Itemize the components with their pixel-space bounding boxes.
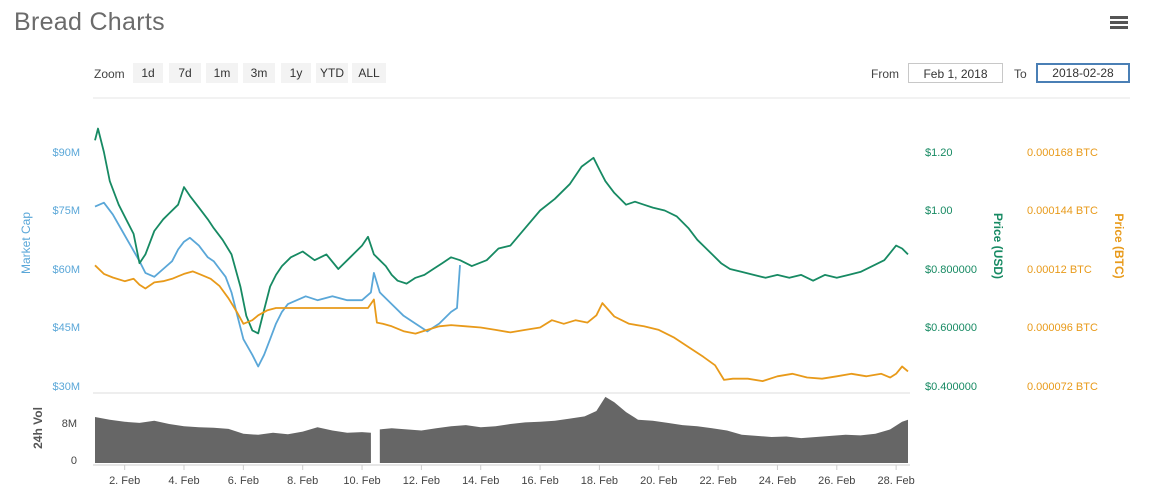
price-btc-tick: 0.000096 BTC — [1027, 322, 1098, 334]
market-cap-tick: $75M — [52, 205, 80, 217]
from-label: From — [871, 67, 899, 81]
x-axis-tick-label: 24. Feb — [759, 475, 796, 487]
market-cap-tick: $90M — [52, 147, 80, 159]
volume-area — [95, 417, 371, 463]
x-axis-tick-label: 12. Feb — [403, 475, 440, 487]
x-axis-tick-label: 6. Feb — [228, 475, 259, 487]
zoom-1m-button[interactable]: 1m — [206, 63, 238, 83]
price-btc-tick: 0.000144 BTC — [1027, 205, 1098, 217]
volume-area — [379, 396, 908, 463]
market-cap-tick: $30M — [52, 381, 80, 393]
price-usd-tick: $0.600000 — [925, 322, 977, 334]
price-btc-axis-label: Price (BTC) — [1112, 213, 1126, 278]
zoom-ytd-button[interactable]: YTD — [316, 63, 348, 83]
price-btc-tick: 0.00012 BTC — [1027, 264, 1092, 276]
price-usd-tick: $1.20 — [925, 147, 953, 159]
x-axis-tick-label: 18. Feb — [581, 475, 618, 487]
zoom-1y-button[interactable]: 1y — [281, 63, 311, 83]
x-axis-tick-label: 10. Feb — [343, 475, 380, 487]
zoom-1d-button[interactable]: 1d — [133, 63, 163, 83]
market-cap-tick: $60M — [52, 264, 80, 276]
x-axis-tick-label: 28. Feb — [877, 475, 914, 487]
app-title: Bread Charts — [14, 8, 165, 36]
x-axis-tick-label: 26. Feb — [818, 475, 855, 487]
x-axis-tick-label: 8. Feb — [287, 475, 318, 487]
to-date-input[interactable]: 2018-02-28 — [1036, 63, 1130, 83]
price-usd-series-line — [94, 127, 909, 335]
from-date-input[interactable]: Feb 1, 2018 — [908, 63, 1003, 83]
zoom-7d-button[interactable]: 7d — [169, 63, 201, 83]
volume-tick: 0 — [71, 455, 77, 467]
price-btc-tick: 0.000168 BTC — [1027, 147, 1098, 159]
volume-axis-label: 24h Vol — [31, 407, 45, 449]
x-axis-tick-label: 16. Feb — [521, 475, 558, 487]
market-cap-tick: $45M — [52, 322, 80, 334]
x-axis-tick-label: 14. Feb — [462, 475, 499, 487]
to-label: To — [1014, 67, 1027, 81]
price-usd-axis-label: Price (USD) — [991, 213, 1005, 279]
volume-tick: 8M — [62, 418, 77, 430]
x-axis-tick-label: 20. Feb — [640, 475, 677, 487]
hamburger-menu-icon[interactable] — [1110, 16, 1128, 30]
x-axis-tick-label: 4. Feb — [168, 475, 199, 487]
zoom-label: Zoom — [94, 67, 125, 81]
price-usd-tick: $0.400000 — [925, 381, 977, 393]
price-btc-tick: 0.000072 BTC — [1027, 381, 1098, 393]
market-cap-series-line — [94, 201, 461, 368]
price-usd-tick: $0.800000 — [925, 264, 977, 276]
x-axis-tick-label: 2. Feb — [109, 475, 140, 487]
x-axis-tick-label: 22. Feb — [699, 475, 736, 487]
price-usd-tick: $1.00 — [925, 205, 953, 217]
price-btc-series-line — [94, 264, 909, 382]
market-cap-axis-label: Market Cap — [19, 212, 33, 274]
zoom-3m-button[interactable]: 3m — [243, 63, 275, 83]
zoom-all-button[interactable]: ALL — [352, 63, 386, 83]
